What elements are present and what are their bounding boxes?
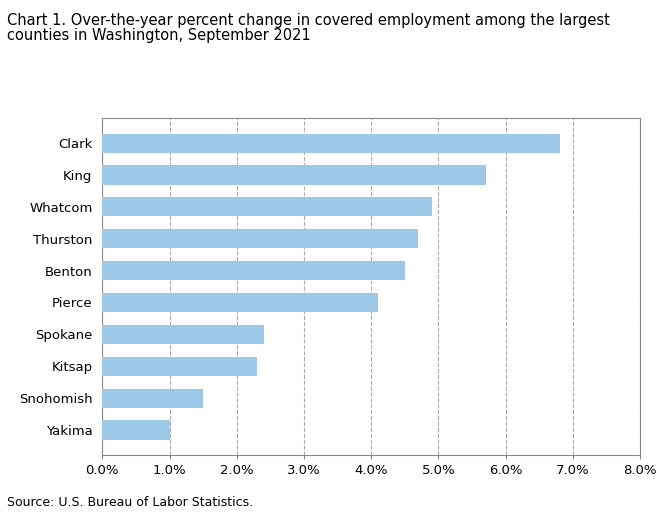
Text: counties in Washington, September 2021: counties in Washington, September 2021 — [7, 28, 310, 43]
Bar — [102, 229, 418, 248]
Bar — [102, 197, 432, 216]
Bar — [102, 357, 257, 376]
Bar — [102, 420, 170, 439]
Text: Chart 1. Over-the-year percent change in covered employment among the largest: Chart 1. Over-the-year percent change in… — [7, 13, 609, 28]
Bar — [102, 166, 486, 185]
Bar — [102, 389, 203, 408]
Text: Source: U.S. Bureau of Labor Statistics.: Source: U.S. Bureau of Labor Statistics. — [7, 496, 253, 509]
Bar — [102, 325, 264, 344]
Bar — [102, 293, 378, 312]
Bar — [102, 261, 405, 280]
Bar — [102, 134, 560, 153]
